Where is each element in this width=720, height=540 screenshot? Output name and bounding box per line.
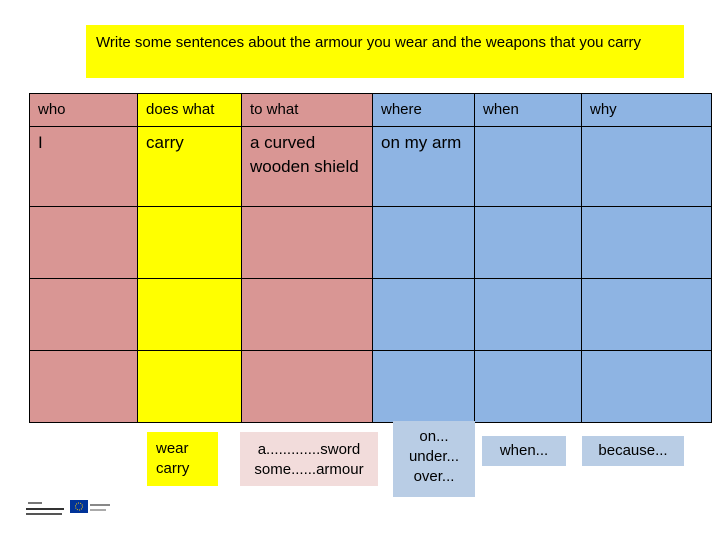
- cell-to-what[interactable]: [241, 278, 373, 351]
- instruction-box: Write some sentences about the armour yo…: [86, 25, 684, 78]
- hint-where: on... under... over...: [393, 421, 475, 497]
- cell-does-what[interactable]: [137, 206, 242, 279]
- hint-when: when...: [482, 436, 566, 466]
- cell-when[interactable]: [474, 278, 582, 351]
- cell-when[interactable]: [474, 126, 582, 207]
- cell-why[interactable]: [581, 278, 712, 351]
- cell-why[interactable]: [581, 350, 712, 423]
- cell-where[interactable]: [372, 206, 475, 279]
- hint-word: carry: [156, 460, 190, 477]
- hint-word: because...: [598, 442, 668, 459]
- cell-where[interactable]: [372, 278, 475, 351]
- hint-why: because...: [582, 436, 684, 466]
- hint-word: wear: [156, 440, 189, 457]
- col-when-header: when: [474, 93, 582, 127]
- hint-word: a.............sword: [257, 441, 361, 458]
- instruction-text: Write some sentences about the armour yo…: [96, 34, 642, 51]
- col-does-what-header: does what: [137, 93, 242, 127]
- col-where-header: where: [372, 93, 475, 127]
- sentence-grid: who does what to what where when why I c…: [29, 93, 712, 423]
- col-to-what-header: to what: [241, 93, 373, 127]
- table-row: I carry a curved wooden shield on my arm: [29, 126, 712, 207]
- cell-to-what[interactable]: [241, 350, 373, 423]
- hint-word: on...: [419, 428, 449, 445]
- hint-to-what: a.............sword some......armour: [240, 432, 378, 486]
- cell-to-what[interactable]: a curved wooden shield: [241, 126, 373, 207]
- table-row: [29, 278, 712, 351]
- hint-word: when...: [499, 442, 549, 459]
- cell-does-what[interactable]: [137, 350, 242, 423]
- cell-who[interactable]: I: [29, 126, 138, 207]
- cell-where[interactable]: [372, 350, 475, 423]
- cell-who[interactable]: [29, 206, 138, 279]
- cell-who[interactable]: [29, 278, 138, 351]
- cell-why[interactable]: [581, 206, 712, 279]
- table-row: [29, 206, 712, 279]
- cell-does-what[interactable]: carry: [137, 126, 242, 207]
- header-row: who does what to what where when why: [29, 93, 712, 127]
- cell-when[interactable]: [474, 350, 582, 423]
- hint-word: over...: [413, 468, 455, 485]
- cell-who[interactable]: [29, 350, 138, 423]
- hint-word: some......armour: [254, 461, 364, 478]
- cell-does-what[interactable]: [137, 278, 242, 351]
- cell-why[interactable]: [581, 126, 712, 207]
- hint-does-what: wear carry: [147, 432, 218, 486]
- col-who-header: who: [29, 93, 138, 127]
- cell-to-what[interactable]: [241, 206, 373, 279]
- cell-when[interactable]: [474, 206, 582, 279]
- logos: [26, 500, 110, 515]
- hint-word: under...: [408, 448, 460, 465]
- table-row: [29, 350, 712, 423]
- col-why-header: why: [581, 93, 712, 127]
- cell-where[interactable]: on my arm: [372, 126, 475, 207]
- erasmus-logo: [26, 502, 64, 515]
- eu-flag-icon: [70, 500, 110, 513]
